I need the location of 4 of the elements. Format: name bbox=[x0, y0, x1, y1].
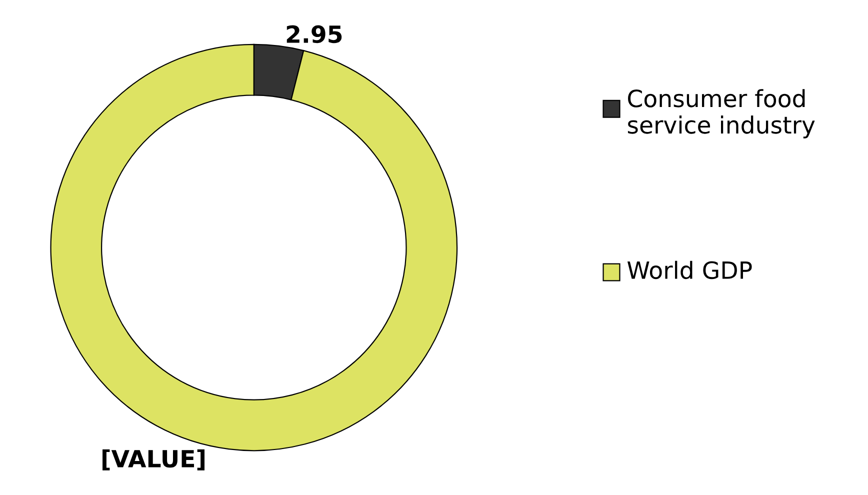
data-label: [VALUE] bbox=[102, 449, 204, 470]
legend-label: World GDP bbox=[627, 260, 752, 280]
data-label: 2.95 bbox=[286, 25, 342, 44]
legend-label: Consumer food service industry bbox=[628, 89, 815, 138]
